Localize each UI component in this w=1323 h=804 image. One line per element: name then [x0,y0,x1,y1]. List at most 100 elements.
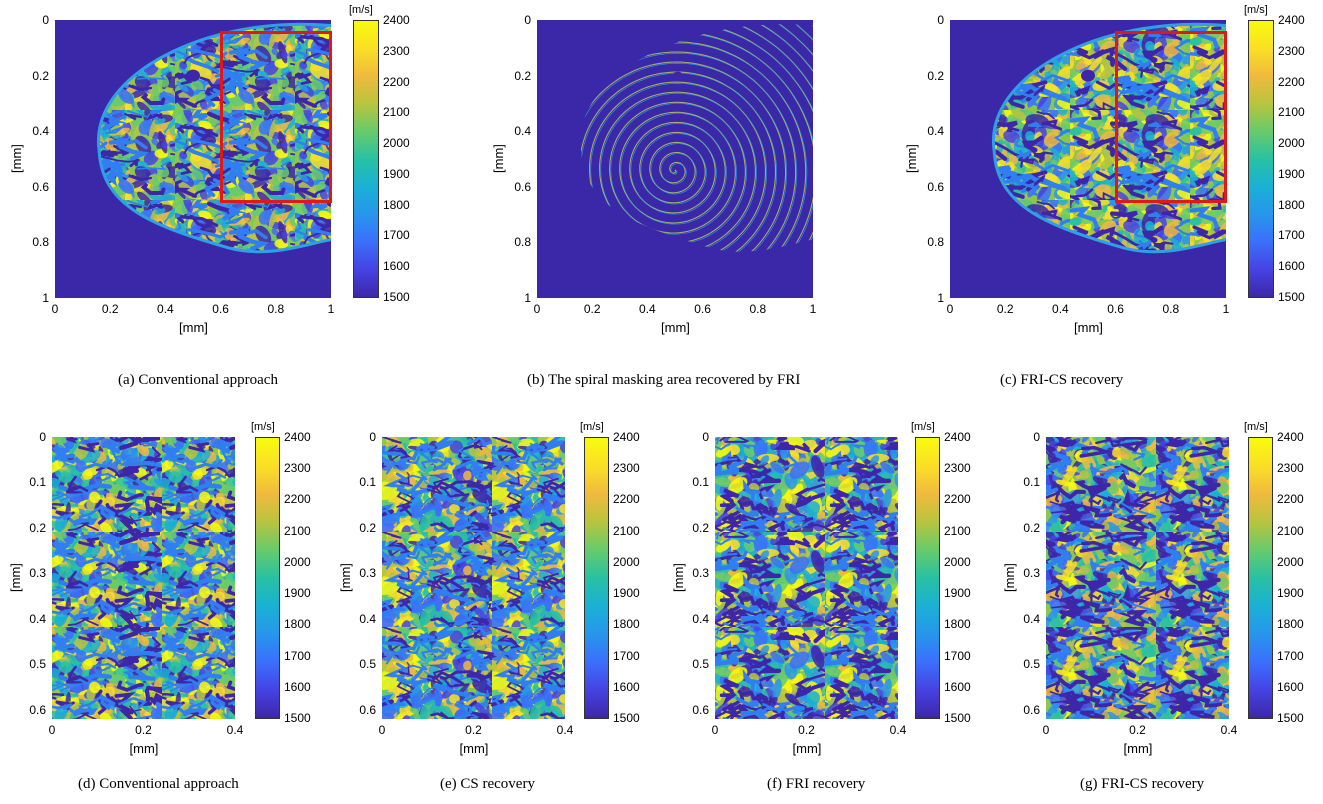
panel-g-colorbar-tick: 2300 [1277,461,1304,476]
panel-f-ytick: 0.3 [692,566,709,581]
panel-e-colorbar-unit: [m/s] [580,421,604,433]
panel-e-colorbar-tick: 2100 [613,523,640,538]
panel-g-colorbar-tick: 2400 [1277,430,1304,444]
panel-e-colorbar-tick: 1700 [613,648,640,663]
caption-c: (c) FRI-CS recovery [1000,372,1124,388]
caption-f: (f) FRI recovery [767,776,866,792]
panel-e-ytick: 0.5 [359,657,376,672]
panel-d-colorbar-tick: 1700 [284,648,311,663]
panel-e-colorbar-tick: 1600 [613,679,640,694]
panel-a-ytick: 0.2 [32,68,49,83]
caption-d: (d) Conventional approach [78,776,239,792]
panel-d-ylabel: [mm] [8,563,23,592]
panel-d-ytick: 0.2 [29,520,46,535]
panel-g-ytick: 0 [1033,430,1040,444]
panel-a-ylabel: [mm] [9,144,24,173]
panel-f-ytick: 0.5 [692,657,709,672]
panel-d-ytick: 0.5 [29,657,46,672]
panel-b-ylabel: [mm] [491,144,506,173]
panel-f-colorbar-tick: 1800 [944,617,971,632]
panel-c-ylabel: [mm] [904,144,919,173]
panel-a-colorbar-tick: 2400 [383,13,410,27]
panel-f-ytick: 0.2 [692,520,709,535]
panel-c-colorbar-tick: 1800 [1278,197,1305,212]
panel-f-colorbar-tick: 2300 [944,461,971,476]
panel-d-xlabel: [mm] [129,741,159,756]
panel-g-colorbar-tick: 1800 [1277,617,1304,632]
panel-a-ytick: 0.6 [32,179,49,194]
panel-e-xtick: 0.4 [556,723,574,737]
panel-g-ytick: 0.5 [1023,657,1040,672]
panel-e-xlabel: [mm] [459,741,489,756]
panel-c-colorbar-tick: 1900 [1278,166,1305,181]
panel-g-xlabel: [mm] [1123,741,1153,756]
panel-c-colorbar-tick: 1500 [1278,290,1305,304]
panel-c-image [950,20,1226,298]
panel-e-ytick: 0.4 [359,611,376,626]
panel-a-colorbar-tick: 2200 [383,74,410,89]
panel-f-xlabel: [mm] [792,741,822,756]
panel-d-xtick: 0 [48,723,56,737]
panel-d-ytick: 0.4 [29,611,46,626]
panel-f-colorbar-tick: 2100 [944,523,971,538]
panel-d-colorbar [255,437,280,719]
panel-a-ytick: 0.4 [32,124,49,139]
caption-g: (g) FRI-CS recovery [1080,776,1205,792]
panel-c-ytick: 0.8 [927,235,944,250]
panel-b-ytick: 0.4 [514,124,531,139]
caption-b: (b) The spiral masking area recovered by… [527,372,801,388]
panel-g-colorbar-tick: 2100 [1277,523,1304,538]
panel-a-colorbar-tick: 1600 [383,259,410,274]
panel-c-colorbar-tick: 2000 [1278,136,1305,151]
panel-e-ytick: 0.1 [359,475,376,490]
panel-e-colorbar-tick: 1900 [613,586,640,601]
panel-d-colorbar-tick: 2200 [284,492,311,507]
panel-g-colorbar-tick: 2200 [1277,492,1304,507]
panel-a-xtick: 0.8 [267,302,285,316]
panel-e-ytick: 0.6 [359,702,376,717]
panel-g-colorbar-tick: 1900 [1277,586,1304,601]
panel-b-image [537,20,813,298]
panel-a-colorbar-tick: 1800 [383,197,410,212]
panel-a-xlabel: [mm] [179,320,208,335]
panel-e-image [382,437,565,719]
panel-c-xlabel: [mm] [1074,320,1103,335]
panel-f-xtick: 0.4 [889,723,907,737]
panel-g-image [1046,437,1229,719]
panel-g-colorbar-tick: 1600 [1277,679,1304,694]
panel-b-xtick: 0.8 [749,302,767,316]
caption-e: (e) CS recovery [440,776,535,792]
panel-c-colorbar-tick: 1600 [1278,259,1305,274]
panel-c-ytick: 0.2 [927,68,944,83]
panel-d-ytick: 0.3 [29,566,46,581]
caption-a: (a) Conventional approach [118,372,278,388]
panel-b-xtick: 0 [533,302,541,316]
panel-c-colorbar-unit: [m/s] [1244,4,1268,16]
panel-c-xtick: 0.4 [1052,302,1069,316]
panel-g-colorbar-tick: 2000 [1277,554,1304,569]
panel-g-colorbar-tick: 1700 [1277,648,1304,663]
panel-b-xtick: 0.4 [639,302,656,316]
panel-e-xtick: 0 [378,723,386,737]
panel-g-colorbar [1248,437,1273,719]
panel-f-ytick: 0.6 [692,702,709,717]
panel-d-ytick: 0.1 [29,475,46,490]
panel-d-ytick: 0 [39,430,46,444]
panel-f-colorbar-tick: 1600 [944,679,971,694]
panel-f-colorbar-tick: 1900 [944,586,971,601]
panel-e-colorbar-tick: 2400 [613,430,640,444]
panel-g-xtick: 0.2 [1129,723,1146,737]
panel-d-xtick: 0.4 [226,723,244,737]
panel-e-ytick: 0.2 [359,520,376,535]
panel-a-ytick: 0 [42,13,49,27]
panel-c-xtick: 0.8 [1162,302,1180,316]
panel-f-colorbar-tick: 1500 [944,711,971,725]
panel-c-ytick: 0.4 [927,124,944,139]
panel-g-ytick: 0.2 [1023,520,1040,535]
panel-f-colorbar-unit: [m/s] [911,421,935,433]
panel-c-colorbar-tick: 1700 [1278,228,1305,243]
panel-b-ytick: 0.2 [514,68,531,83]
panel-a-colorbar [353,20,379,298]
panel-g-ylabel: [mm] [1002,563,1017,592]
panel-e-ylabel: [mm] [338,563,353,592]
